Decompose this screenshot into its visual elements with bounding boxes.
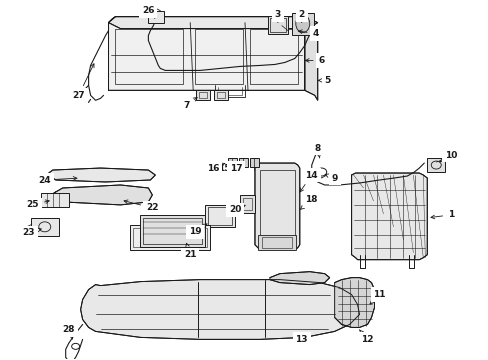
Polygon shape (334, 278, 374, 328)
Polygon shape (81, 280, 359, 339)
Text: 19: 19 (188, 224, 206, 236)
Text: 17: 17 (229, 163, 242, 172)
Bar (258, 235, 295, 250)
Polygon shape (351, 173, 427, 260)
Text: 9: 9 (325, 174, 337, 183)
Bar (243, 198, 251, 210)
Ellipse shape (295, 15, 309, 32)
Text: 2: 2 (298, 10, 305, 22)
Text: 6: 6 (305, 56, 324, 65)
Text: 5: 5 (318, 76, 330, 85)
Polygon shape (304, 28, 317, 100)
Text: 11: 11 (369, 290, 385, 304)
Text: 25: 25 (26, 200, 49, 210)
Polygon shape (108, 17, 304, 90)
Text: 18: 18 (300, 195, 317, 209)
Bar (208, 207, 232, 225)
Text: 20: 20 (228, 205, 244, 215)
Polygon shape (269, 272, 329, 285)
Polygon shape (49, 168, 155, 182)
Bar (239, 158, 247, 167)
Bar (214, 90, 227, 100)
Bar (148, 11, 164, 23)
Text: 8: 8 (314, 144, 320, 158)
Text: 24: 24 (39, 176, 77, 185)
Bar (205, 205, 235, 227)
Text: 21: 21 (183, 243, 196, 259)
Bar (199, 92, 207, 98)
Text: 7: 7 (183, 98, 197, 110)
Text: 13: 13 (295, 335, 307, 344)
Text: 15: 15 (217, 163, 230, 172)
Bar (130, 225, 210, 250)
Bar (269, 18, 285, 32)
Bar (427, 158, 444, 172)
Ellipse shape (72, 343, 80, 349)
Bar (240, 195, 254, 213)
Bar (196, 90, 210, 100)
Text: 16: 16 (206, 163, 224, 172)
Text: 14: 14 (299, 171, 317, 192)
Polygon shape (51, 185, 152, 205)
Bar (217, 92, 224, 98)
Bar (267, 15, 287, 33)
Text: 28: 28 (62, 325, 75, 339)
Bar (291, 13, 313, 35)
Bar (143, 218, 202, 244)
Text: 26: 26 (142, 6, 155, 18)
Bar (249, 28, 297, 84)
Text: 10: 10 (439, 150, 456, 162)
Bar (195, 28, 243, 84)
Text: 1: 1 (430, 210, 453, 219)
Text: 3: 3 (274, 10, 281, 22)
Text: 23: 23 (22, 228, 41, 237)
Polygon shape (108, 17, 317, 28)
Bar (140, 215, 205, 247)
Bar (227, 158, 237, 167)
Text: 12: 12 (359, 330, 373, 344)
Bar (133, 228, 207, 247)
Bar (260, 170, 294, 240)
Bar (262, 237, 291, 248)
Bar (31, 218, 59, 236)
Text: 22: 22 (124, 200, 158, 212)
Bar (249, 158, 259, 167)
Bar (41, 193, 68, 207)
Text: 4: 4 (298, 29, 318, 38)
Polygon shape (254, 163, 299, 250)
Ellipse shape (316, 168, 326, 176)
Text: 27: 27 (72, 64, 94, 100)
Bar (115, 28, 183, 84)
